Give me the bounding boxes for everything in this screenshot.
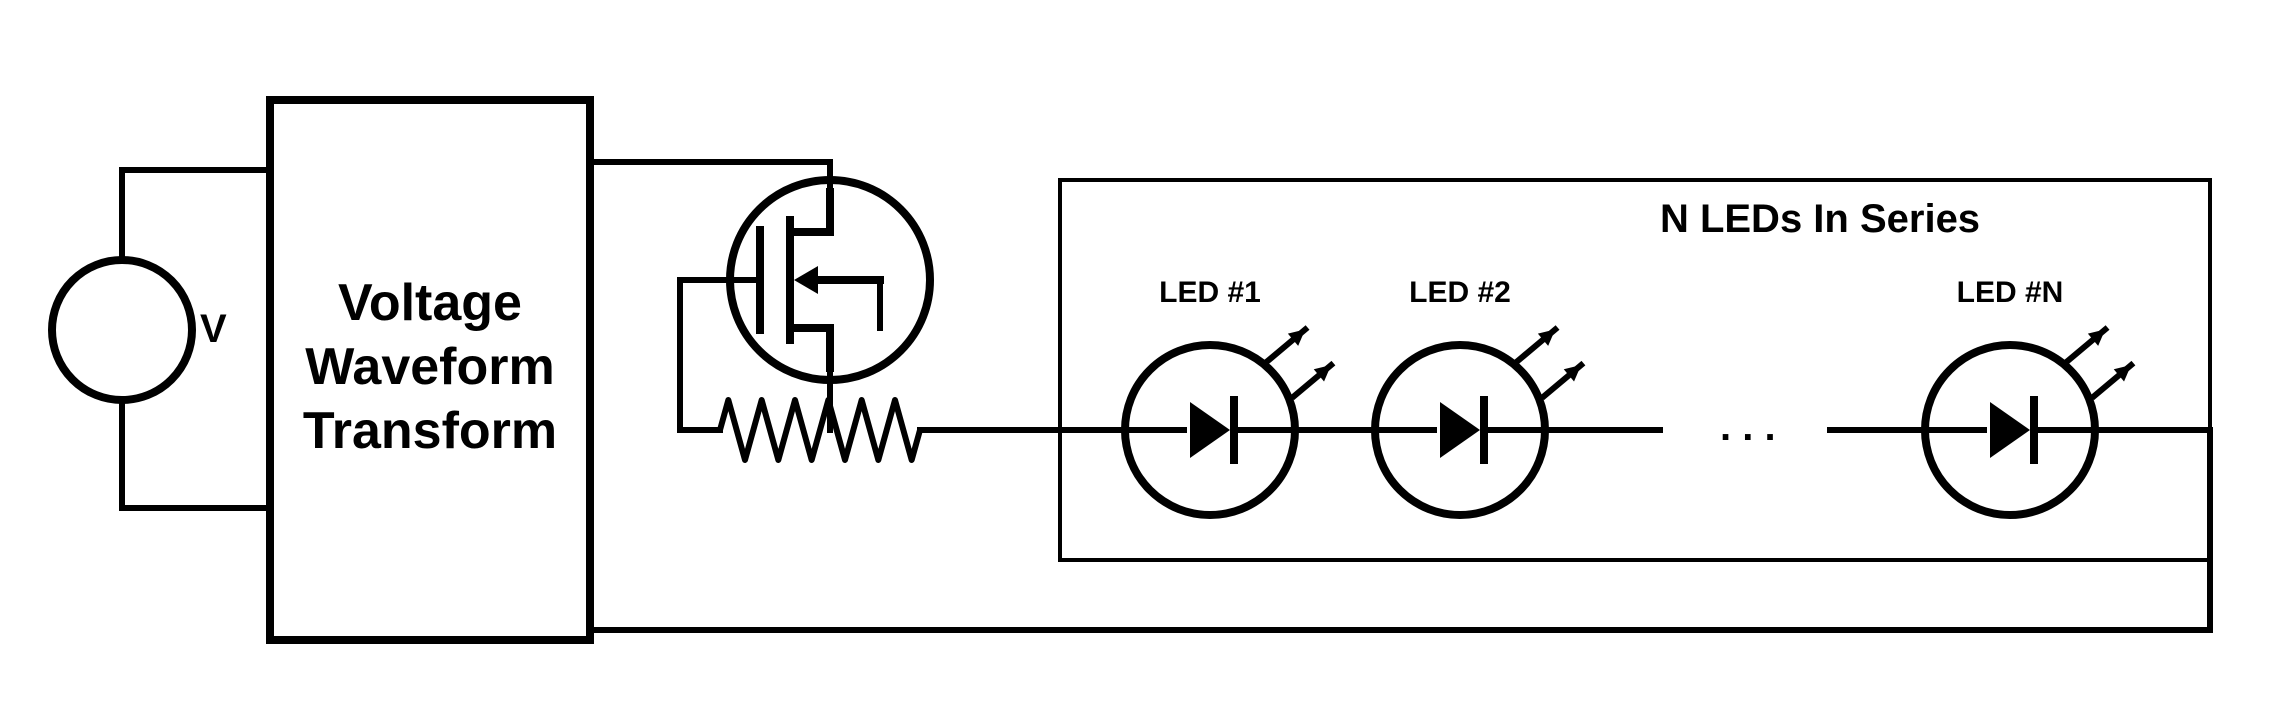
block-label-line: Voltage: [338, 274, 522, 332]
led-label: LED #N: [1957, 276, 2064, 309]
voltage-waveform-transform-block: Voltage Waveform Transform: [270, 100, 590, 640]
voltage-source: V: [52, 170, 270, 508]
led-label: LED #2: [1409, 276, 1511, 309]
ellipsis: . . .: [1720, 405, 1776, 449]
block-label-line: Waveform: [305, 338, 554, 396]
led-0: LED #1: [1125, 276, 1331, 515]
led-label: LED #1: [1159, 276, 1261, 309]
led-2: LED #N: [1925, 276, 2131, 515]
led-1: LED #2: [1375, 276, 1581, 515]
led-series-group: N LEDs In Series: [1060, 180, 2210, 560]
voltage-source-label: V: [200, 307, 227, 351]
block-label-line: Transform: [303, 402, 557, 460]
mosfet: [680, 180, 930, 430]
led-group-title: N LEDs In Series: [1660, 197, 1980, 241]
